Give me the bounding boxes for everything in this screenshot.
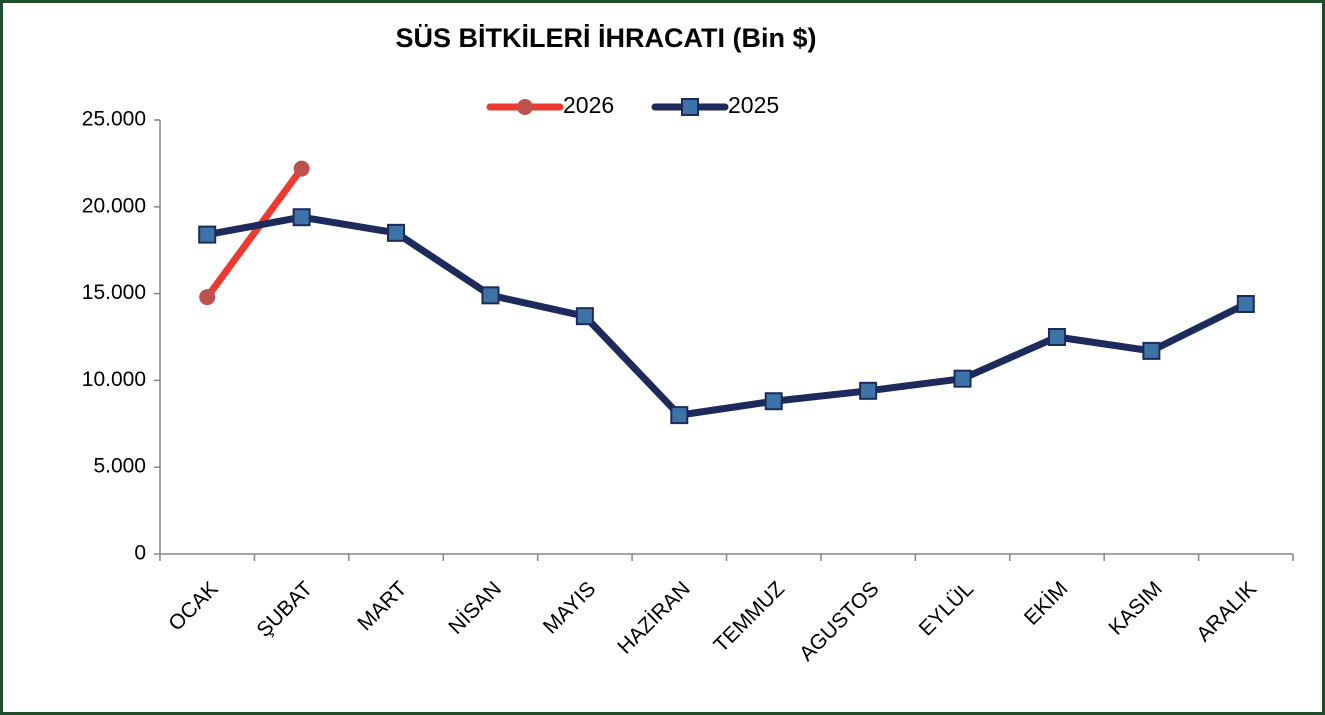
point	[1236, 295, 1255, 314]
chart-title: SÜS BİTKİLERİ İHRACATI (Bin $)	[396, 23, 817, 53]
point	[1047, 328, 1066, 346]
y-tick-label: 5.000	[93, 455, 146, 478]
point	[681, 98, 699, 116]
y-tick-label: 0	[134, 542, 146, 565]
legend-label: 2025	[728, 92, 779, 118]
y-tick-label: 10.000	[82, 368, 146, 391]
legend-label: 2026	[563, 92, 614, 118]
point	[292, 208, 311, 227]
point	[953, 369, 972, 388]
y-tick-label: 25.000	[82, 108, 146, 131]
point	[1142, 341, 1161, 360]
point	[764, 392, 783, 411]
point	[575, 307, 594, 326]
point	[198, 225, 217, 244]
point	[387, 223, 406, 242]
y-tick-label: 15.000	[82, 281, 146, 304]
point	[199, 289, 216, 306]
point	[481, 286, 500, 305]
point	[670, 406, 689, 425]
series-line	[203, 165, 306, 301]
y-tick-label: 20.000	[82, 194, 146, 217]
series-line	[203, 213, 1250, 419]
point	[293, 160, 310, 177]
point	[859, 381, 878, 400]
point	[517, 99, 533, 115]
